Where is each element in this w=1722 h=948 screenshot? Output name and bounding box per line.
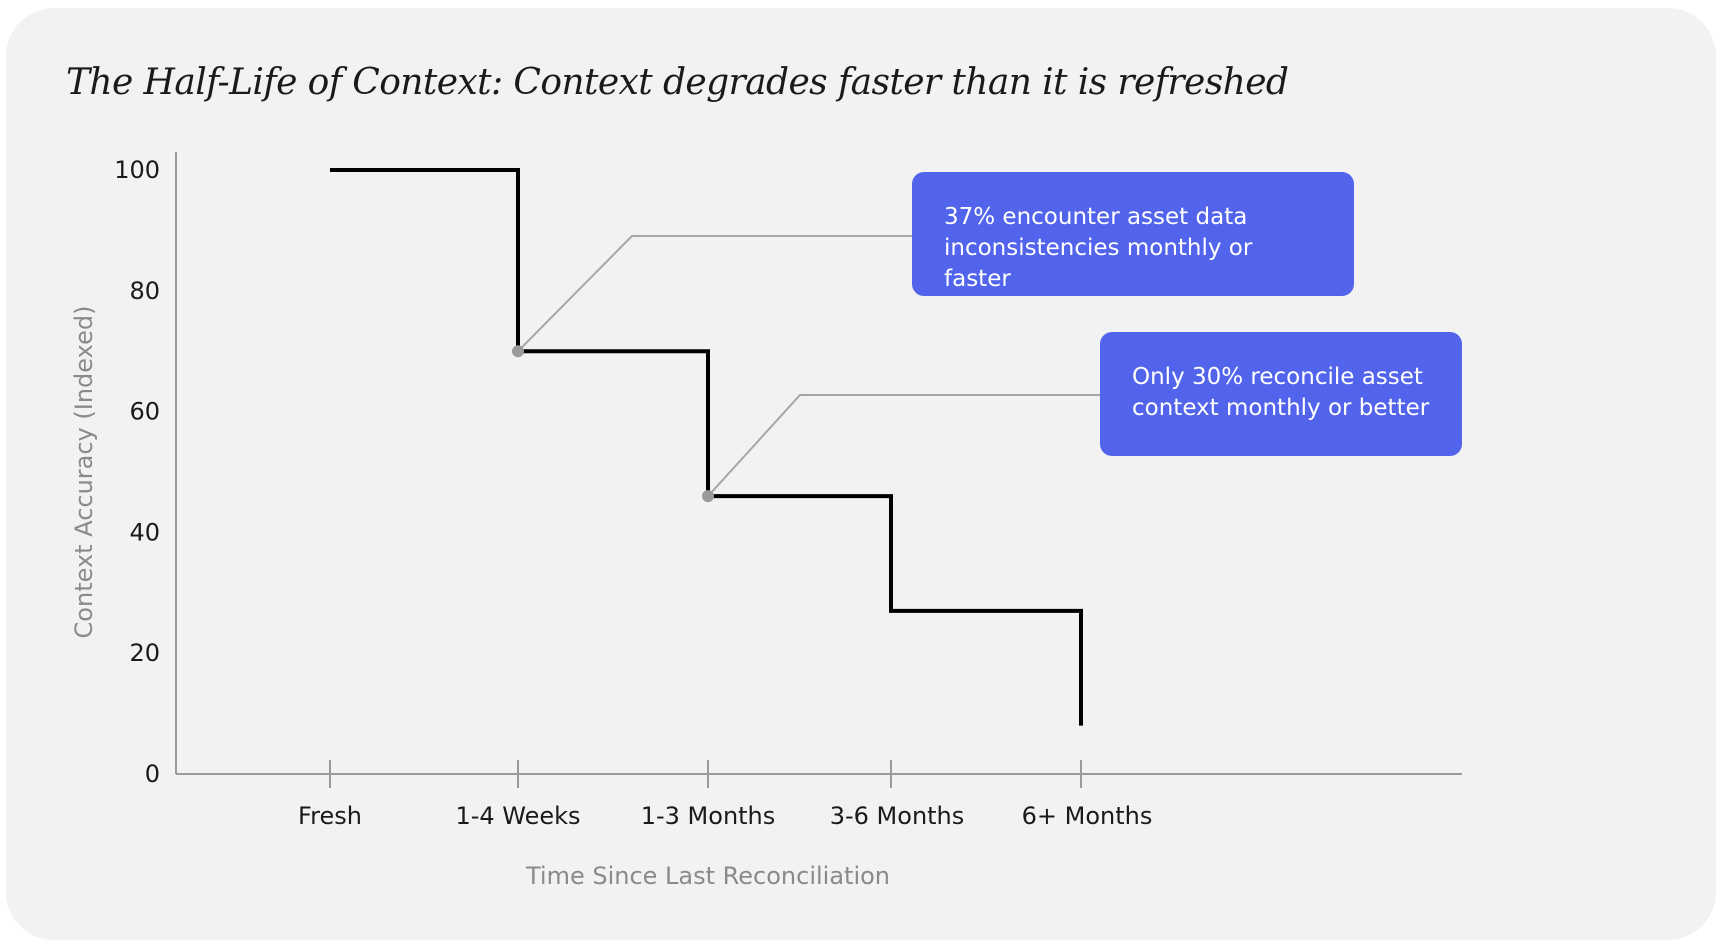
y-tick-label: 100 (114, 156, 160, 184)
x-tick-label: Fresh (298, 802, 362, 830)
chart-card (6, 8, 1716, 940)
x-tick-label: 6+ Months (1022, 802, 1153, 830)
callout-reconcile: Only 30% reconcile asset context monthly… (1100, 332, 1462, 456)
callout-inconsistencies-text: 37% encounter asset data inconsistencies… (944, 204, 1253, 292)
y-tick-label: 20 (129, 639, 160, 667)
x-axis-title: Time Since Last Reconciliation (525, 862, 890, 890)
chart-title: The Half-Life of Context: Context degrad… (66, 62, 1289, 103)
y-tick-label: 60 (129, 398, 160, 426)
x-tick-label: 1-3 Months (641, 802, 776, 830)
callout-marker-point (512, 345, 524, 358)
callout-inconsistencies: 37% encounter asset data inconsistencies… (912, 172, 1354, 296)
x-tick-label: 1-4 Weeks (455, 802, 580, 830)
callout-leader-line (517, 235, 912, 352)
callout-leader-line (707, 394, 1100, 497)
y-tick-label: 80 (129, 277, 160, 305)
x-tick-label: 3-6 Months (830, 802, 965, 830)
y-tick-label: 0 (145, 760, 160, 788)
callout-reconcile-text: Only 30% reconcile asset context monthly… (1132, 364, 1430, 421)
callout-marker-point (702, 490, 714, 503)
y-tick-label: 40 (129, 518, 160, 546)
y-axis-title: Context Accuracy (Indexed) (70, 306, 98, 639)
